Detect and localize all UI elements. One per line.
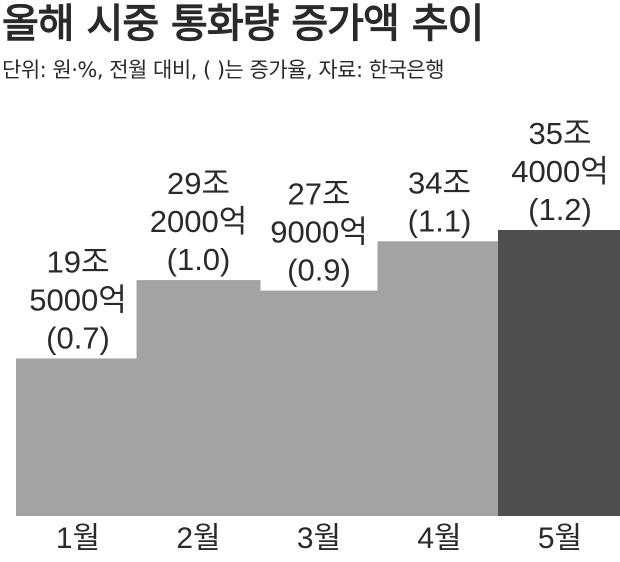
x-tick-label-5: 5월 xyxy=(538,522,582,555)
data-label-2-line-3: (1.0) xyxy=(167,242,231,277)
data-label-4-line-1: 34조 xyxy=(408,165,471,200)
x-tick-label-3: 3월 xyxy=(297,522,341,555)
data-label-3-line-2: 9000억 xyxy=(270,215,367,250)
data-label-1-line-1: 19조 xyxy=(46,244,109,279)
x-tick-label-4: 4월 xyxy=(417,522,461,555)
x-tick-label-1: 1월 xyxy=(56,522,100,555)
data-label-2-line-1: 29조 xyxy=(167,166,230,201)
bar-2 xyxy=(136,280,261,516)
x-tick-label-2: 2월 xyxy=(176,522,220,555)
data-label-2-line-2: 2000억 xyxy=(150,204,247,239)
chart-title: 올해 시중 통화량 증가액 추이 xyxy=(2,1,484,47)
bar-1 xyxy=(16,358,140,516)
data-label-1-line-3: (0.7) xyxy=(46,320,110,355)
x-ticks-group: 1월 2월 3월 4월 5월 xyxy=(56,522,582,555)
bar-5 xyxy=(498,230,620,516)
bar-3 xyxy=(257,290,381,516)
data-label-1-line-2: 5000억 xyxy=(29,282,126,317)
data-label-5-line-3: (1.2) xyxy=(528,192,592,227)
data-label-3-line-1: 27조 xyxy=(287,177,350,212)
bar-4 xyxy=(377,241,502,516)
chart-subtitle: 단위: 원·%, 전월 대비, ( )는 증가율, 자료: 한국은행 xyxy=(2,58,445,82)
data-label-4-line-2: (1.1) xyxy=(408,203,472,238)
bars-group xyxy=(16,230,620,516)
data-label-5-line-2: 4000억 xyxy=(511,154,608,189)
data-label-5-line-1: 35조 xyxy=(528,116,591,151)
data-label-3-line-3: (0.9) xyxy=(287,253,351,288)
